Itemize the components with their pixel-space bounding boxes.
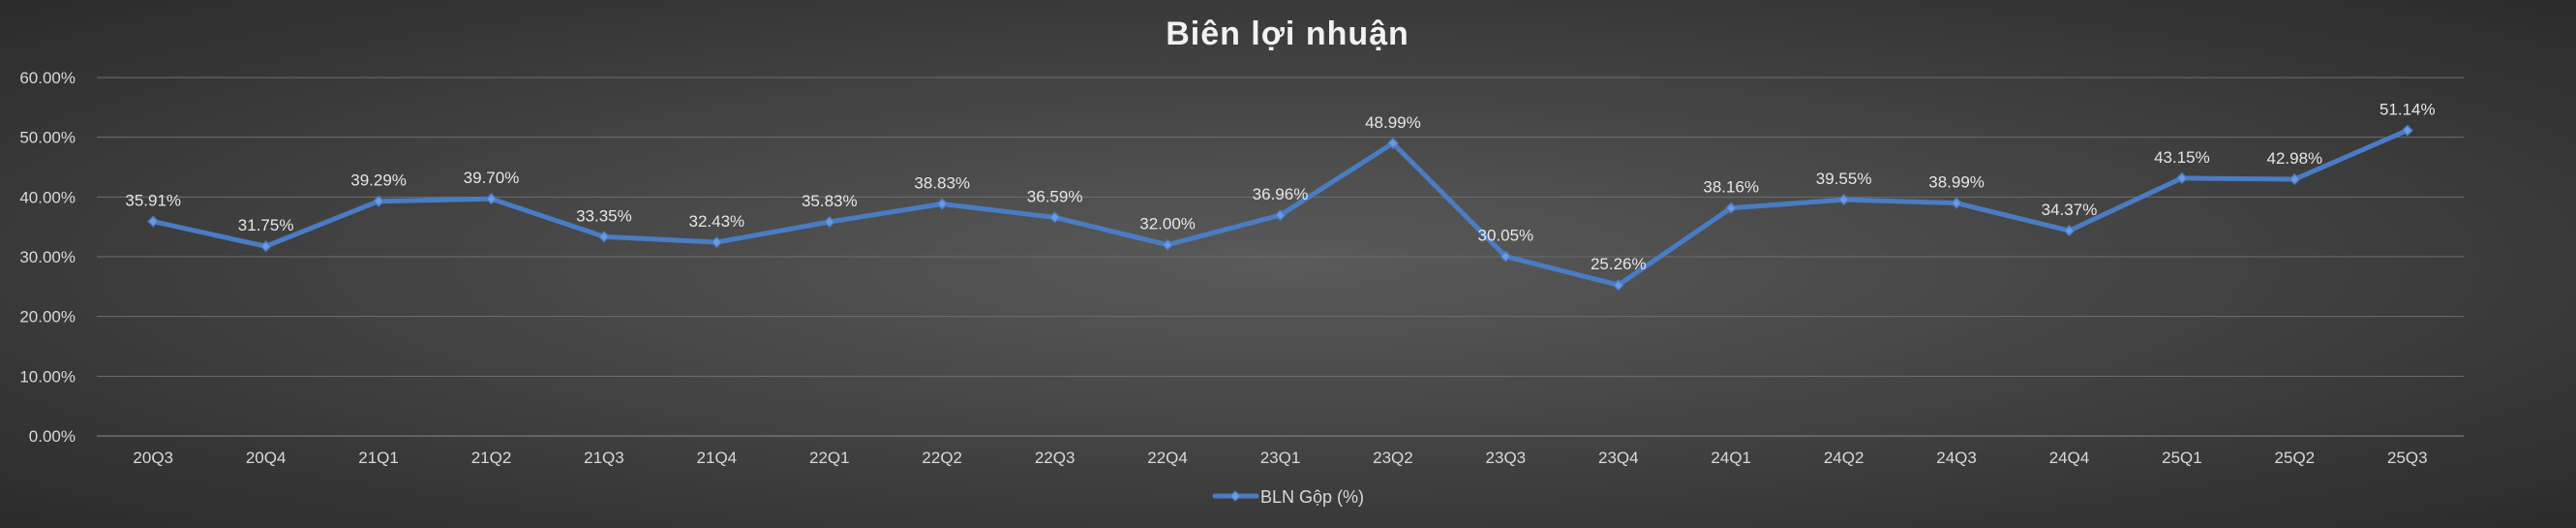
data-label: 38.16%: [1703, 178, 1759, 197]
data-point: [2063, 224, 2076, 237]
x-tick-label: 21Q4: [697, 449, 738, 467]
data-point: [1725, 202, 1738, 214]
data-labels: 35.91% 31.75% 39.29% 39.70% 33.35% 32.43% 35.8…: [125, 101, 2435, 274]
data-label: 43.15%: [2154, 148, 2210, 167]
y-axis-tick-labels: 0.00% 10.00% 20.00% 30.00% 40.00% 50.00% 60.00…: [19, 69, 76, 446]
data-label: 25.26%: [1591, 255, 1647, 273]
x-tick-label: 21Q3: [584, 449, 624, 467]
data-point: [1837, 194, 1850, 206]
data-label: 32.00%: [1139, 215, 1196, 233]
data-label: 34.37%: [2042, 201, 2098, 219]
data-point: [711, 235, 723, 249]
x-tick-label: 23Q4: [1598, 449, 1639, 467]
data-label: 48.99%: [1365, 113, 1421, 132]
data-point: [1500, 250, 1512, 263]
data-label: 36.59%: [1027, 187, 1083, 205]
data-label: 35.91%: [125, 192, 181, 210]
y-tick-label: 10.00%: [19, 367, 76, 386]
gridlines: [97, 77, 2464, 437]
x-tick-label: 25Q1: [2162, 449, 2202, 467]
data-point: [259, 240, 272, 253]
y-tick-label: 50.00%: [19, 129, 76, 147]
y-tick-label: 30.00%: [19, 248, 76, 266]
data-point: [2175, 171, 2188, 184]
data-label: 33.35%: [576, 206, 632, 225]
data-label: 31.75%: [238, 216, 294, 234]
x-tick-label: 22Q2: [922, 449, 962, 467]
x-tick-label: 23Q3: [1486, 449, 1527, 467]
y-tick-label: 20.00%: [19, 308, 76, 326]
y-tick-label: 0.00%: [29, 427, 76, 446]
x-tick-label: 21Q2: [471, 449, 512, 467]
data-label: 36.96%: [1253, 185, 1309, 203]
data-label: 39.29%: [350, 171, 407, 190]
data-label: 51.14%: [2379, 101, 2436, 119]
x-tick-label: 24Q2: [1824, 449, 1864, 467]
data-point: [823, 215, 835, 229]
x-tick-label: 22Q3: [1035, 449, 1076, 467]
data-point: [2288, 172, 2301, 186]
legend-marker-icon: [1229, 490, 1241, 502]
data-label: 35.83%: [802, 192, 858, 210]
data-label: 30.05%: [1478, 227, 1534, 245]
data-point: [1612, 279, 1624, 292]
x-tick-label: 21Q1: [358, 449, 399, 467]
legend: BLN Gộp (%): [1212, 487, 1364, 507]
y-tick-label: 40.00%: [19, 188, 76, 206]
series-layer: [147, 124, 2413, 292]
x-tick-label: 20Q4: [246, 449, 287, 467]
data-point: [147, 215, 160, 228]
data-point: [373, 195, 385, 207]
data-label: 42.98%: [2267, 149, 2323, 168]
data-point: [1386, 137, 1399, 149]
x-tick-label: 22Q1: [809, 449, 850, 467]
x-tick-label: 25Q2: [2275, 449, 2316, 467]
x-tick-label: 22Q4: [1147, 449, 1188, 467]
data-label: 39.55%: [1816, 170, 1872, 188]
data-point: [936, 198, 949, 210]
x-tick-label: 24Q3: [1936, 449, 1977, 467]
x-tick-label: 23Q1: [1260, 449, 1301, 467]
data-point: [597, 231, 610, 243]
data-label: 38.83%: [914, 174, 970, 193]
data-label: 38.99%: [1928, 173, 1985, 192]
data-point: [1274, 209, 1287, 222]
x-axis-tick-labels: 20Q3 20Q4 21Q1 21Q2 21Q3 21Q4 22Q1 22Q2 22Q3 22Q4…: [133, 449, 2427, 467]
x-tick-label: 20Q3: [133, 449, 173, 467]
x-tick-label: 24Q4: [2049, 449, 2090, 467]
x-tick-label: 24Q1: [1711, 449, 1751, 467]
legend-series-name: BLN Gộp (%): [1260, 487, 1364, 507]
data-label: 32.43%: [689, 212, 745, 231]
data-point: [1951, 197, 1963, 209]
data-point: [485, 193, 498, 205]
chart-title: Biên lợi nhuận: [1166, 16, 1409, 52]
y-tick-label: 60.00%: [19, 69, 76, 87]
x-tick-label: 25Q3: [2387, 449, 2428, 467]
x-tick-label: 23Q2: [1373, 449, 1413, 467]
data-point: [1162, 238, 1174, 251]
data-label: 39.70%: [464, 169, 520, 187]
data-point: [1048, 211, 1061, 224]
data-point: [2401, 124, 2413, 137]
